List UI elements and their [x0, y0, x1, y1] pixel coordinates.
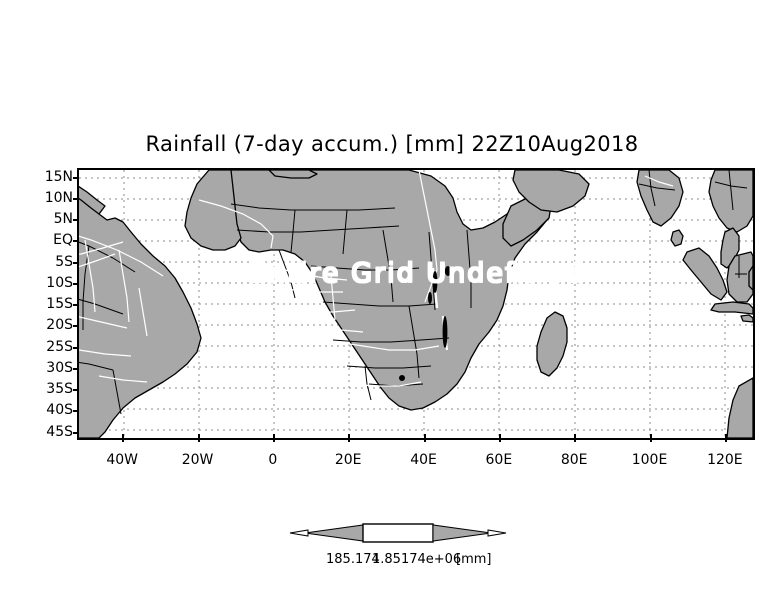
y-tick-label: 5S	[55, 253, 73, 270]
x-tick-mark	[197, 434, 200, 442]
lakes	[399, 266, 452, 381]
y-tick-label: 45S	[46, 423, 73, 440]
land-borneo	[726, 251, 753, 303]
x-tick-label: 20W	[181, 452, 214, 468]
land-java	[710, 301, 753, 315]
x-tick-mark	[649, 434, 652, 442]
colorbar-extend-high	[432, 524, 492, 542]
y-tick-mark	[73, 240, 80, 243]
land-sulawesi	[748, 265, 753, 291]
land-west-africa	[184, 170, 242, 251]
x-tick-label: 60E	[485, 452, 513, 468]
y-tick-mark	[73, 346, 80, 349]
y-tick-mark	[73, 197, 80, 200]
x-tick-mark	[724, 434, 727, 442]
map-plot-area[interactable]	[77, 168, 755, 440]
y-tick-label: 35S	[46, 381, 73, 397]
y-tick-label: 10N	[44, 189, 73, 206]
y-tick-mark	[73, 325, 80, 328]
colorbar[interactable]: 185.174 1.85174e+06 [mm]	[288, 520, 508, 567]
y-tick-mark	[73, 176, 80, 179]
y-tick-mark	[73, 431, 80, 434]
y-tick-label: 5N	[53, 211, 73, 227]
land-sri-lanka	[670, 229, 684, 247]
y-tick-mark	[73, 389, 80, 391]
y-tick-label: 10S	[46, 274, 73, 291]
land-northern-south-america	[79, 185, 106, 215]
colorbar-unit-label: [mm]	[456, 552, 492, 567]
y-tick-label: 40S	[46, 402, 73, 419]
x-axis: 40W 20W 0 20E 40E 60E 80E 100E 120E	[77, 434, 755, 472]
x-tick-label: 0	[268, 452, 278, 468]
y-tick-label: 15S	[46, 296, 73, 312]
y-tick-mark	[73, 410, 80, 413]
x-tick-label: 80E	[560, 452, 588, 468]
y-tick-mark	[73, 367, 80, 370]
x-tick-mark	[574, 434, 577, 442]
x-tick-label: 100E	[631, 452, 668, 468]
y-tick-label: EQ	[53, 232, 73, 249]
colorbar-tail-high	[487, 529, 507, 537]
colorbar-extend-low	[304, 524, 364, 542]
y-tick-label: 20S	[46, 317, 73, 334]
y-axis: 15N 10N 5N EQ 5S 10S 15S 20S 25S 30S 35S 40S 45S	[22, 168, 80, 440]
colorbar-swatch	[362, 523, 434, 543]
land-arabian-peninsula	[512, 170, 590, 213]
x-tick-mark	[423, 434, 426, 442]
y-tick-mark	[73, 219, 80, 221]
land-indochina	[708, 170, 753, 233]
land-europe-south	[268, 170, 318, 179]
colorbar-tail-low	[289, 529, 309, 537]
land-sumatra	[682, 247, 728, 301]
land-south-america	[79, 191, 202, 438]
land-australia	[726, 377, 753, 438]
x-tick-label: 20E	[334, 452, 362, 468]
world-map-svg	[79, 170, 753, 438]
x-tick-mark	[348, 434, 351, 442]
land-madagascar	[536, 311, 568, 377]
y-tick-label: 25S	[46, 338, 73, 355]
x-tick-mark	[498, 434, 501, 442]
x-tick-mark	[122, 434, 125, 442]
country-borders	[79, 170, 748, 415]
landmasses	[79, 170, 753, 438]
land-india	[636, 170, 684, 227]
x-tick-label: 120E	[707, 452, 743, 468]
page-title: Rainfall (7-day accum.) [mm] 22Z10Aug201…	[145, 132, 639, 156]
y-tick-mark	[73, 282, 80, 285]
land-africa	[228, 170, 550, 411]
y-tick-label: 30S	[46, 359, 73, 376]
land-lesser-sunda	[740, 314, 753, 323]
x-tick-mark	[272, 434, 275, 442]
y-tick-mark	[73, 261, 80, 264]
y-tick-mark	[73, 304, 80, 306]
x-tick-label: 40E	[410, 452, 437, 468]
x-tick-label: 40W	[106, 452, 139, 468]
colorbar-svg	[289, 523, 507, 543]
colorbar-min-label: 185.174	[326, 552, 380, 567]
colorbar-max-label: 1.85174e+06	[372, 552, 462, 567]
y-tick-label: 15N	[44, 168, 73, 185]
